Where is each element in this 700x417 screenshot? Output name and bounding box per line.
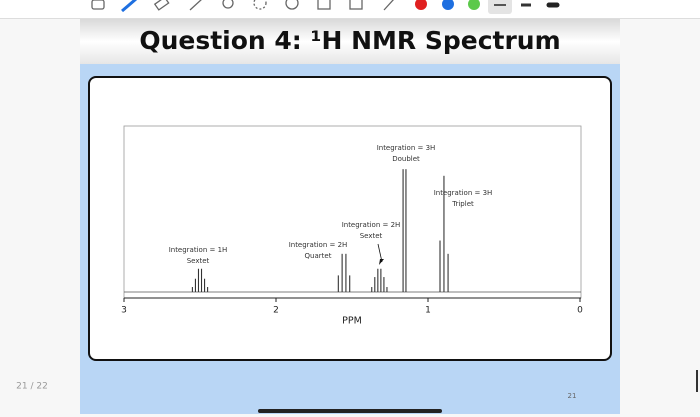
- toolbar-icons[interactable]: [91, 0, 394, 13]
- tool-image[interactable]: [317, 0, 331, 10]
- tool-lasso[interactable]: [91, 0, 105, 10]
- tool-lasso2[interactable]: [253, 0, 267, 10]
- tool-sticker[interactable]: [285, 0, 299, 10]
- peak-annotation: Integration = 2H: [289, 241, 348, 249]
- color-blue[interactable]: [442, 0, 454, 10]
- tool-shapes[interactable]: [222, 0, 234, 9]
- slide-header: [80, 19, 620, 64]
- tool-eraser[interactable]: [153, 0, 170, 11]
- peak-annotation: Quartet: [305, 252, 332, 260]
- tool-pen[interactable]: [121, 0, 137, 13]
- slide-title: Question 4: ¹H NMR Spectrum: [139, 26, 560, 55]
- spectrum-panel: [88, 76, 612, 361]
- peak-annotation: Doublet: [392, 155, 420, 163]
- peak-annotation: Integration = 3H: [377, 144, 436, 152]
- x-tick-label: 2: [273, 306, 279, 316]
- tool-laser[interactable]: [383, 0, 394, 11]
- annotation-arrowhead: [379, 259, 384, 265]
- tool-text[interactable]: [349, 0, 363, 10]
- peak-annotation: Triplet: [451, 200, 474, 208]
- peak-annotation: Integration = 2H: [342, 221, 401, 229]
- slide-number: 21: [568, 392, 577, 400]
- x-tick-label: 0: [577, 306, 583, 316]
- page-indicator: 21 / 22: [16, 382, 48, 392]
- color-green[interactable]: [468, 0, 480, 10]
- x-tick-label: 3: [121, 306, 127, 316]
- scrollbar[interactable]: [696, 370, 698, 392]
- x-tick-label: 1: [425, 306, 431, 316]
- stroke-selected[interactable]: [488, 0, 512, 14]
- peak-annotation: Sextet: [360, 232, 383, 240]
- tool-pencil[interactable]: [189, 0, 202, 11]
- x-axis-label: PPM: [342, 316, 362, 327]
- peak-annotation: Sextet: [187, 257, 210, 265]
- home-indicator: [258, 409, 442, 413]
- peak-annotation: Integration = 1H: [169, 246, 228, 254]
- color-red[interactable]: [415, 0, 427, 10]
- peak-annotation: Integration = 3H: [434, 189, 493, 197]
